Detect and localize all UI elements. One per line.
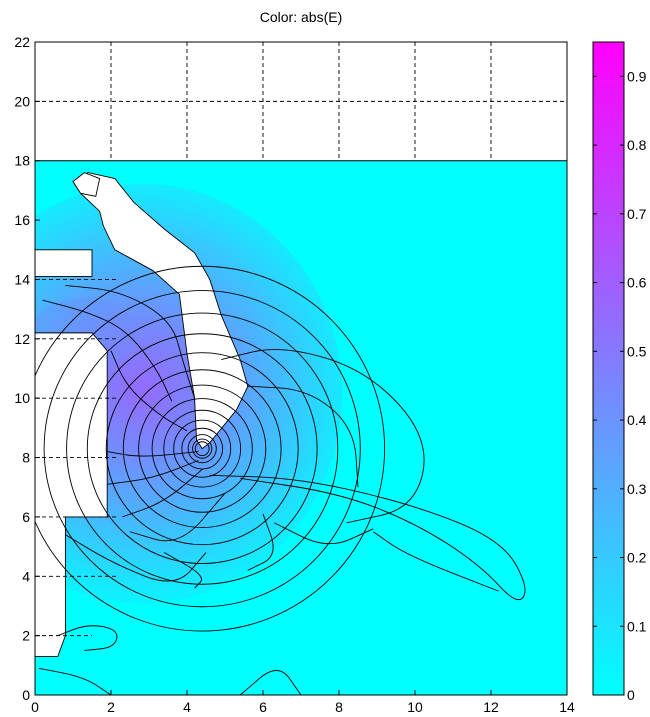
- contour-line: [221, 349, 425, 524]
- x-tick-label: 4: [183, 699, 191, 715]
- colorbar-tick-label: 0.2: [627, 550, 647, 566]
- colorbar-tick-label: 0.6: [627, 275, 647, 291]
- colorbar-tick-label: 0.7: [627, 206, 647, 222]
- contour-line: [194, 441, 210, 456]
- x-tick-label: 0: [31, 699, 39, 715]
- contour-line: [163, 409, 242, 488]
- contour-line: [65, 284, 196, 399]
- colorbar-tick-label: 0.5: [627, 343, 647, 359]
- hole-region: [72, 172, 101, 197]
- contour-line: [107, 460, 199, 485]
- colorbar-tick-label: 0.8: [627, 137, 647, 153]
- contour-line: [107, 451, 199, 457]
- y-tick-label: 2: [22, 628, 30, 644]
- y-tick-label: 10: [14, 390, 30, 406]
- y-tick-label: 6: [22, 509, 30, 525]
- contour-line: [122, 369, 282, 528]
- contour-line: [372, 531, 499, 592]
- colorbar-ticks: 0 0.1 0.2 0.3 0.4 0.5 0.6 0.7 0.8 0.9: [593, 68, 647, 703]
- contour-line: [66, 312, 339, 585]
- contour-lines: [35, 265, 526, 695]
- contour-line: [86, 333, 318, 564]
- y-tick-label: 14: [14, 271, 30, 287]
- colorbar-tick-label: 0.9: [627, 68, 647, 84]
- x-tick-label: 12: [483, 699, 499, 715]
- plot-axes: [35, 42, 567, 695]
- x-tick-label: 6: [259, 699, 267, 715]
- contour-line: [38, 667, 112, 695]
- contour-line: [239, 670, 302, 695]
- y-tick-label: 16: [14, 212, 30, 228]
- y-tick-label: 22: [14, 34, 30, 50]
- colorbar-tick-label: 0.4: [627, 412, 647, 428]
- contour-line: [65, 534, 207, 582]
- colorbar: [592, 41, 625, 696]
- contour-line: [163, 552, 202, 589]
- y-tick-label: 8: [22, 450, 30, 466]
- y-tick-label: 4: [22, 568, 30, 584]
- contour-line: [209, 474, 526, 601]
- contour-line: [42, 299, 173, 402]
- contour-line: [35, 265, 385, 632]
- chart-title: Color: abs(E): [260, 9, 342, 25]
- contour-line: [181, 427, 224, 470]
- contour-line: [110, 350, 188, 432]
- grid-lines: [35, 42, 567, 637]
- y-tick-label: 12: [14, 331, 30, 347]
- x-tick-label: 8: [335, 699, 343, 715]
- contour-line: [192, 438, 213, 459]
- y-tick-label: 18: [14, 153, 30, 169]
- x-tick-label: 14: [559, 699, 575, 715]
- contour-line: [57, 625, 118, 651]
- hole-region: [35, 160, 93, 277]
- x-axis: 0 2 4 6 8 10 12 14: [31, 690, 575, 715]
- contour-line: [187, 434, 217, 464]
- x-tick-label: 10: [407, 699, 423, 715]
- contour-line: [122, 469, 203, 518]
- contour-line: [173, 419, 232, 478]
- y-axis: 0 2 4 6 8 10 12 14 16 18 20 22: [14, 34, 40, 703]
- field-high-region: [35, 183, 343, 604]
- colorbar-tick-label: 0.1: [627, 618, 647, 634]
- contour-line: [105, 352, 299, 546]
- y-tick-label: 0: [22, 687, 30, 703]
- colorbar-tick-label: 0.3: [627, 481, 647, 497]
- contour-line: [247, 385, 359, 488]
- contour-line: [247, 513, 274, 571]
- x-tick-label: 2: [107, 699, 115, 715]
- y-tick-label: 20: [14, 93, 30, 109]
- contour-line: [151, 398, 253, 500]
- contour-line: [138, 384, 267, 513]
- contour-line: [274, 522, 374, 545]
- contour-line: [43, 290, 361, 608]
- colorbar-tick-label: 0: [627, 687, 635, 703]
- contour-line: [129, 492, 226, 542]
- axes-frame: [34, 41, 568, 696]
